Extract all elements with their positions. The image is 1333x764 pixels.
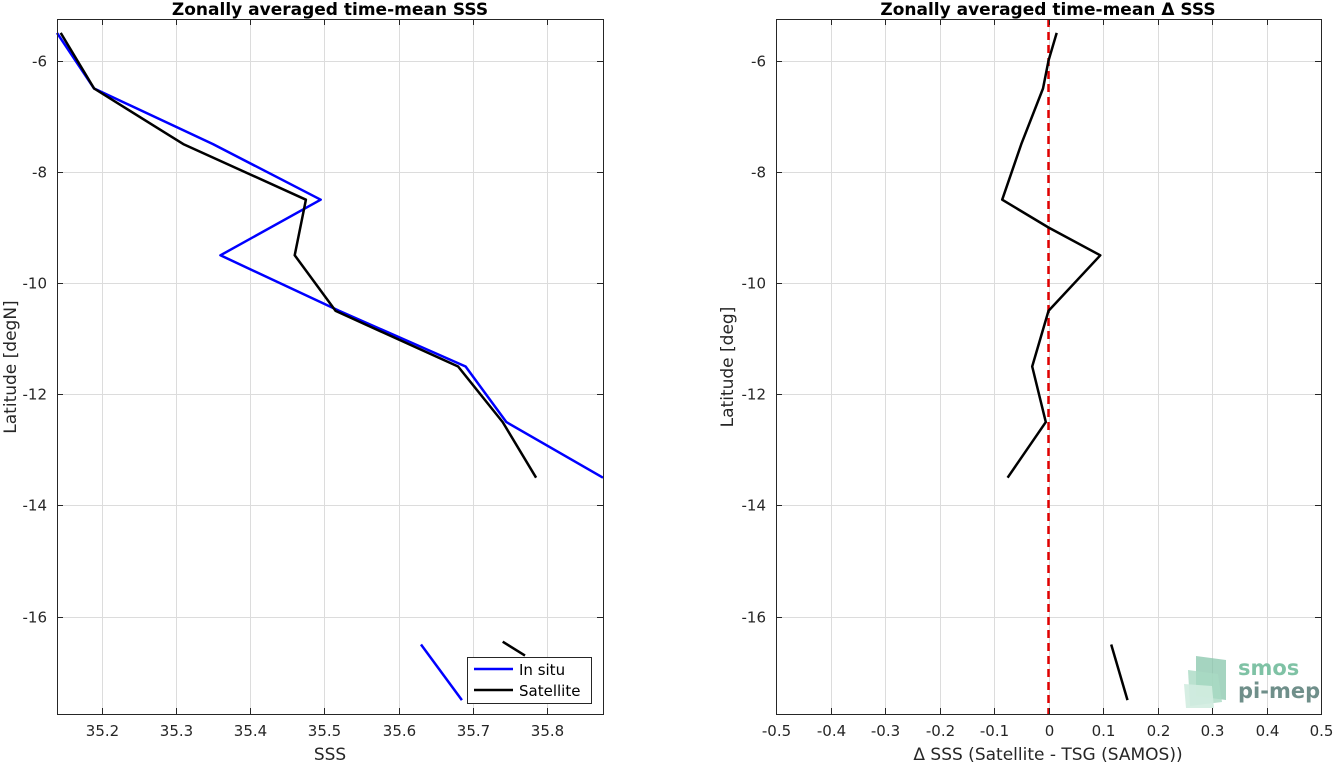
left-axes-box (57, 19, 604, 715)
legend: In situ Satellite (467, 657, 592, 704)
left-grid (57, 19, 603, 714)
y-tick-label: -10 (742, 275, 767, 293)
series-0-extra-segment (1110, 644, 1129, 701)
left-series-lines (55, 32, 604, 701)
x-tick-label: -0.3 (871, 722, 900, 740)
x-tick-label: -0.1 (980, 722, 1009, 740)
satellite-extra-segment (502, 640, 526, 657)
y-tick-label: -8 (32, 164, 47, 182)
logo-pimep-text: pi-mep (1238, 679, 1320, 703)
in-situ-extra-segment (419, 643, 463, 701)
x-tick-label: 0.1 (1092, 722, 1116, 740)
x-tick-label: 0 (1045, 722, 1055, 740)
y-tick-label: -10 (23, 275, 48, 293)
y-tick-label: -16 (742, 609, 767, 627)
x-tick-label: 35.5 (308, 722, 341, 740)
legend-in-situ-label: In situ (519, 661, 565, 679)
right-x-axis-label: Δ SSS (Satellite - TSG (SAMOS)) (913, 745, 1182, 764)
x-tick-label: 35.8 (531, 722, 564, 740)
x-tick-label: -0.5 (762, 722, 791, 740)
y-tick-label: -8 (751, 164, 766, 182)
x-tick-label: 35.7 (457, 722, 490, 740)
y-tick-label: -6 (32, 53, 47, 71)
right-series-lines (1000, 19, 1129, 714)
series-0-line (1000, 32, 1102, 479)
x-tick-label: 0.3 (1201, 722, 1225, 740)
x-tick-label: -0.2 (926, 722, 955, 740)
satellite-line (59, 32, 538, 479)
legend-satellite-label: Satellite (519, 682, 580, 700)
x-tick-label: 0.5 (1310, 722, 1333, 740)
left-chart-title: Zonally averaged time-mean SSS (172, 0, 488, 20)
right-ticks: -0.5 -0.4 -0.3 -0.2 -0.1 0 0.1 0.2 0.3 0.4 0.5 -6 -8… (742, 19, 1333, 740)
legend-box (467, 657, 592, 704)
logo-wave-front (1184, 684, 1214, 708)
x-tick-label: 35.2 (86, 722, 119, 740)
y-tick-label: -14 (23, 497, 48, 515)
x-tick-label: 35.4 (234, 722, 267, 740)
left-ticks: 35.2 35.3 35.4 35.5 35.6 35.7 35.8 -6 -8 -10 -12 -1… (23, 19, 603, 740)
right-panel-delta-sss: Zonally averaged time-mean Δ SSS -0.5 -0.… (718, 0, 1333, 764)
smos-pimep-logo: smos pi-mep (1184, 656, 1320, 708)
y-tick-label: -14 (742, 497, 767, 515)
in-situ-line (55, 32, 604, 479)
right-y-axis-label: Latitude [deg] (718, 307, 738, 428)
y-tick-label: -6 (751, 53, 766, 71)
x-tick-label: 0.2 (1147, 722, 1171, 740)
logo-smos-text: smos (1238, 656, 1299, 680)
left-x-axis-label: SSS (314, 745, 346, 764)
x-tick-label: 35.3 (160, 722, 193, 740)
y-tick-label: -16 (23, 609, 48, 627)
left-panel-sss: Zonally averaged time-mean SSS 35.2 35.3 3… (1, 0, 604, 764)
x-tick-label: -0.4 (817, 722, 846, 740)
right-chart-title: Zonally averaged time-mean Δ SSS (880, 0, 1215, 20)
y-tick-label: -12 (23, 386, 48, 404)
x-tick-label: 0.4 (1256, 722, 1280, 740)
x-tick-label: 35.6 (383, 722, 416, 740)
left-y-axis-label: Latitude [degN] (1, 300, 21, 433)
y-tick-label: -12 (742, 386, 767, 404)
